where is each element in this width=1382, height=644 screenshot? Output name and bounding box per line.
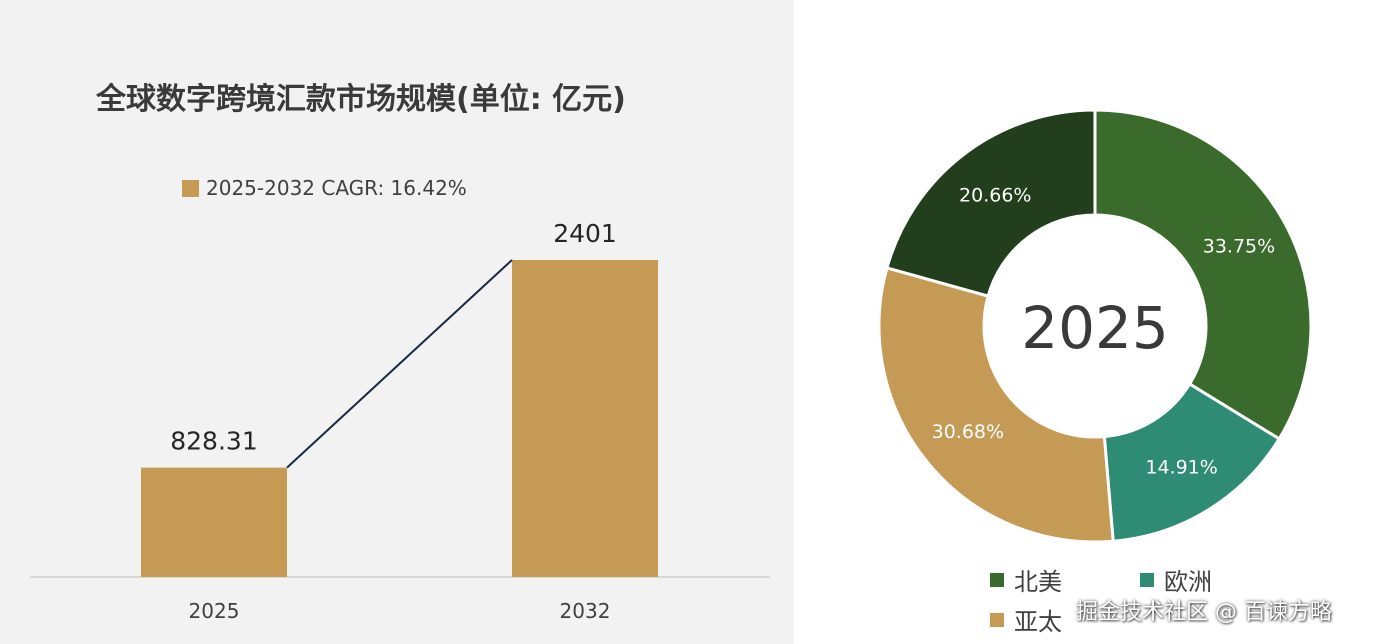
donut-center-label: 2025 <box>1021 294 1169 362</box>
donut-slice-亚太 <box>877 265 1115 544</box>
growth-connector-line <box>286 259 513 469</box>
watermark: 掘金技术社区 @ 百谏方略 <box>1076 600 1332 625</box>
legend-label: 北美 <box>1014 568 1062 596</box>
bar-2032 <box>512 260 658 577</box>
donut-slice-北美 <box>1093 108 1313 441</box>
slice-percent-label: 30.68% <box>932 421 1004 443</box>
donut-chart: 33.75% 14.91% 30.68% 20.66% 2025 <box>877 108 1313 544</box>
slice-percent-label: 33.75% <box>1203 235 1275 257</box>
cagr-legend-swatch <box>182 179 199 197</box>
donut-chart-panel: 33.75% 14.91% 30.68% 20.66% 2025 北美 欧洲 亚太 <box>794 0 1382 644</box>
legend-item-asia-pacific: 亚太 <box>990 602 1062 637</box>
bar-2025 <box>141 467 287 577</box>
legend-item-europe: 欧洲 <box>1140 562 1212 597</box>
bar-value-label: 828.31 <box>170 427 257 456</box>
chart-title: 全球数字跨境汇款市场规模(单位: 亿元) <box>96 82 626 117</box>
legend-label: 亚太 <box>1014 608 1062 636</box>
slice-percent-label: 14.91% <box>1145 456 1217 478</box>
x-tick-label: 2032 <box>560 599 611 623</box>
x-tick-label: 2025 <box>189 599 240 623</box>
bar-chart-panel: 全球数字跨境汇款市场规模(单位: 亿元) 2025-2032 CAGR: 16.… <box>0 0 794 644</box>
legend-swatch <box>990 572 1004 587</box>
donut-slice-其他 <box>885 108 1097 298</box>
cagr-legend: 2025-2032 CAGR: 16.42% <box>182 176 467 200</box>
legend-swatch <box>1140 572 1154 587</box>
legend-swatch <box>990 612 1004 627</box>
cagr-legend-label: 2025-2032 CAGR: 16.42% <box>206 176 467 200</box>
legend-label: 欧洲 <box>1164 568 1212 596</box>
legend-item-north-america: 北美 <box>990 562 1062 597</box>
slice-percent-label: 20.66% <box>959 185 1031 207</box>
donut-slice-欧洲 <box>1102 381 1282 543</box>
bar-chart: 828.31 2025 2401 2032 <box>30 219 770 623</box>
bar-value-label: 2401 <box>553 219 617 248</box>
